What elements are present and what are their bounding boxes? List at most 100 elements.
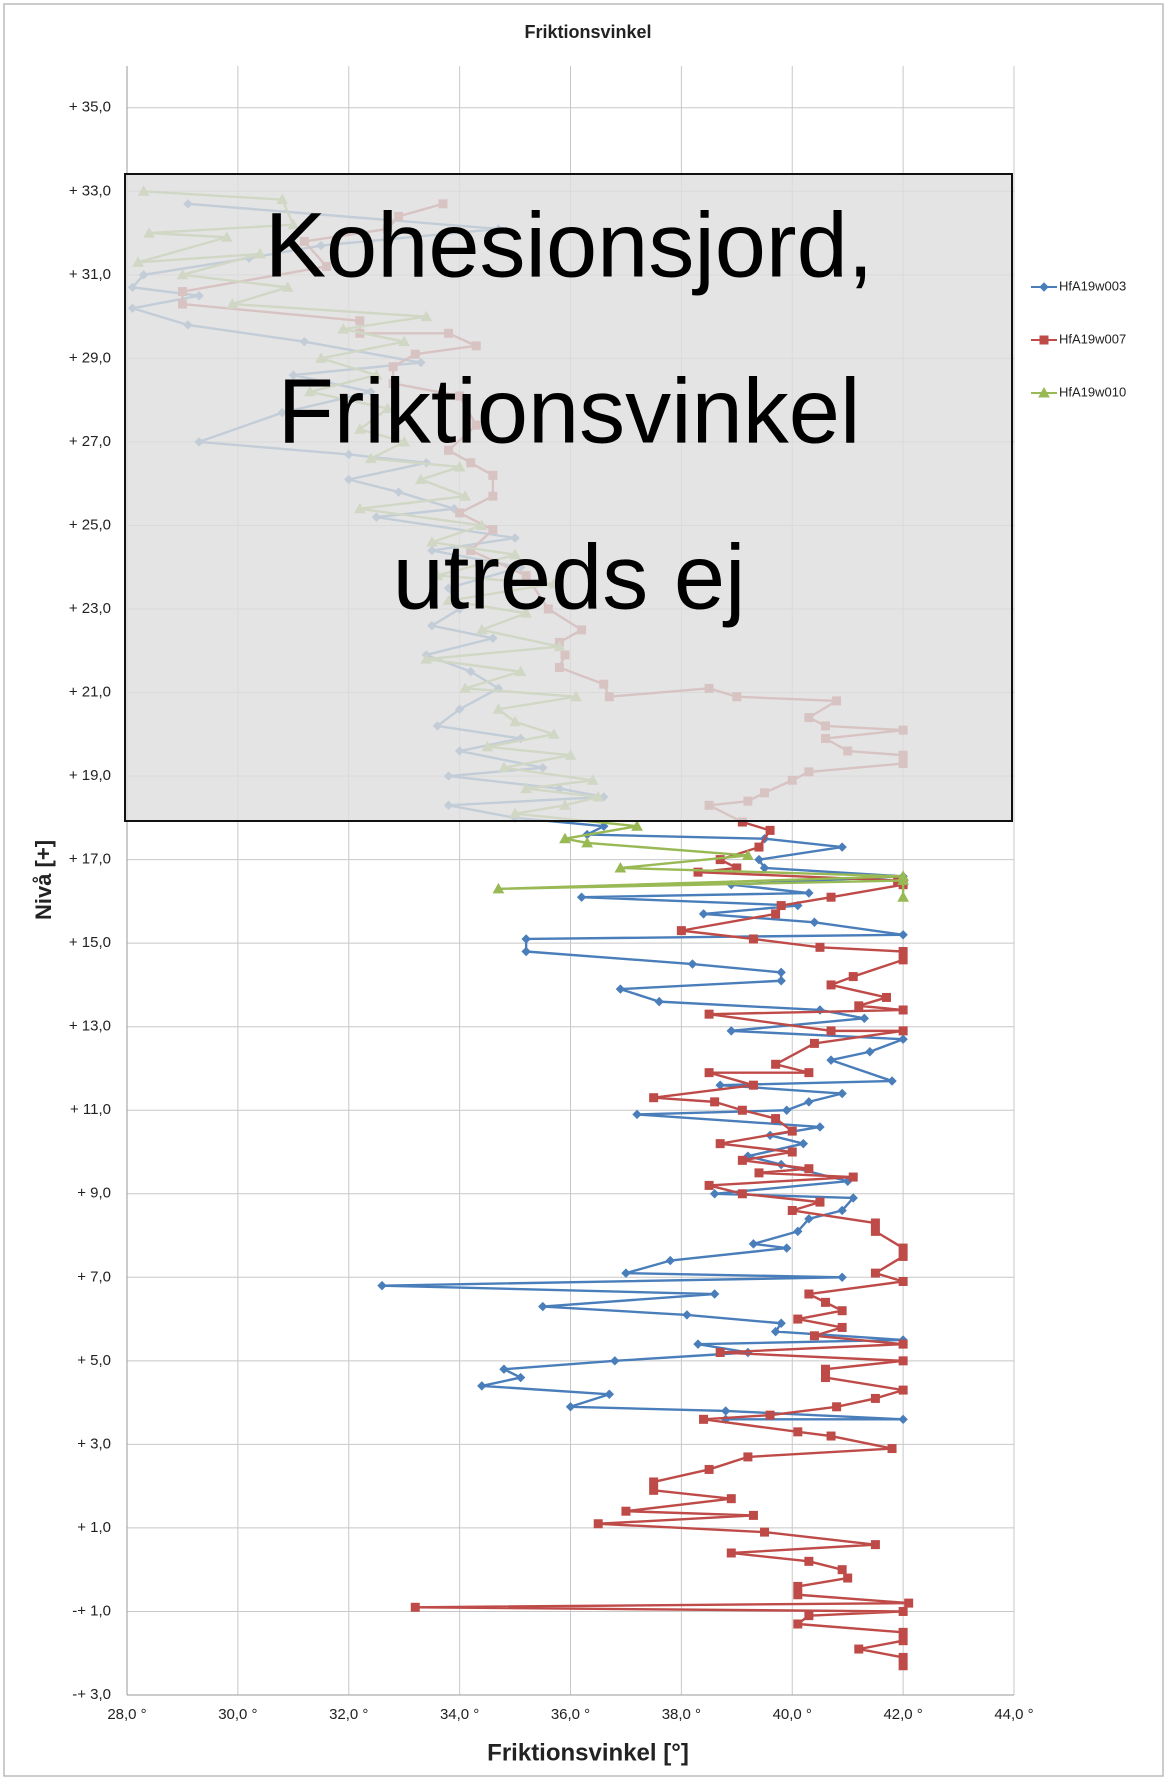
marker: [865, 1047, 875, 1057]
y-tick-label: -+ 1,0: [72, 1602, 111, 1619]
marker: [887, 1076, 897, 1086]
marker: [832, 1402, 842, 1412]
legend-label: HfA19w007: [1059, 331, 1126, 346]
y-tick-label: + 3,0: [77, 1435, 111, 1452]
marker: [704, 1464, 714, 1474]
marker: [649, 1485, 659, 1495]
marker: [897, 874, 909, 885]
marker: [565, 1402, 576, 1412]
marker: [837, 1205, 847, 1216]
legend-label: HfA19w010: [1059, 384, 1126, 399]
marker: [804, 1289, 814, 1299]
marker: [715, 1347, 725, 1357]
marker: [793, 1619, 803, 1629]
marker: [881, 992, 891, 1002]
annotation-background: [124, 173, 1013, 822]
marker: [710, 1097, 720, 1107]
x-tick-label: 38,0 °: [662, 1706, 701, 1723]
marker: [821, 1373, 831, 1383]
marker: [898, 1652, 908, 1662]
marker: [843, 1573, 853, 1583]
marker: [809, 917, 820, 927]
marker: [804, 1164, 814, 1174]
marker: [699, 1414, 709, 1424]
marker: [793, 1590, 803, 1600]
marker: [515, 1372, 526, 1383]
marker: [804, 1556, 814, 1566]
marker: [815, 1197, 825, 1207]
marker: [1039, 282, 1049, 292]
marker: [715, 1139, 725, 1149]
marker: [815, 942, 825, 952]
marker: [793, 1226, 803, 1237]
marker: [654, 996, 664, 1007]
marker: [898, 947, 908, 957]
legend: HfA19w003 HfA19w007 HfA19w010: [1031, 278, 1126, 399]
marker: [837, 1272, 847, 1283]
marker: [726, 1548, 736, 1558]
marker: [898, 1243, 908, 1253]
marker: [854, 1001, 864, 1011]
marker: [776, 976, 786, 986]
marker: [798, 1138, 809, 1149]
marker: [477, 1381, 487, 1391]
marker: [377, 1280, 387, 1291]
marker: [765, 1410, 775, 1420]
marker: [776, 1318, 786, 1328]
marker: [898, 1636, 908, 1646]
marker: [576, 892, 587, 902]
marker: [748, 1239, 759, 1249]
marker: [742, 849, 754, 860]
marker: [804, 1214, 814, 1224]
y-tick-label: + 13,0: [69, 1018, 111, 1035]
marker: [726, 1494, 736, 1504]
marker: [804, 1068, 814, 1078]
marker: [748, 1080, 758, 1090]
marker: [687, 959, 698, 969]
marker: [704, 1009, 714, 1019]
marker: [897, 891, 909, 902]
marker: [704, 1068, 714, 1078]
marker: [499, 1364, 509, 1374]
chart-title: Friktionsvinkel: [524, 22, 651, 42]
y-tick-label: + 23,0: [69, 600, 111, 617]
marker: [898, 1026, 908, 1036]
marker: [826, 1431, 836, 1441]
marker: [848, 972, 858, 982]
marker: [765, 825, 775, 835]
marker: [787, 1205, 797, 1215]
marker: [898, 1414, 908, 1425]
annotation-text: utreds ej: [393, 526, 746, 628]
y-tick-label: + 17,0: [69, 851, 111, 868]
marker: [826, 892, 836, 902]
marker: [770, 1326, 781, 1337]
marker: [754, 854, 764, 865]
marker: [621, 1268, 631, 1278]
marker: [649, 1093, 659, 1103]
marker: [854, 1644, 864, 1654]
marker: [743, 1452, 753, 1462]
marker: [737, 1105, 747, 1115]
marker: [754, 1168, 764, 1178]
marker: [898, 930, 908, 940]
marker: [898, 1034, 908, 1044]
marker: [887, 1444, 897, 1454]
marker: [593, 1519, 603, 1529]
marker: [848, 1193, 858, 1203]
y-tick-label: + 15,0: [69, 934, 111, 951]
y-tick-label: + 7,0: [77, 1268, 111, 1285]
marker: [826, 1026, 836, 1036]
marker: [781, 1105, 792, 1115]
marker: [632, 1109, 642, 1120]
marker: [492, 882, 505, 894]
y-tick-label: + 27,0: [69, 433, 111, 450]
marker: [793, 1427, 803, 1437]
marker: [521, 946, 531, 957]
marker: [898, 1661, 908, 1671]
marker: [771, 909, 781, 919]
marker: [904, 1598, 914, 1608]
marker: [698, 909, 709, 919]
x-tick-label: 36,0 °: [551, 1706, 590, 1723]
marker: [693, 867, 703, 877]
